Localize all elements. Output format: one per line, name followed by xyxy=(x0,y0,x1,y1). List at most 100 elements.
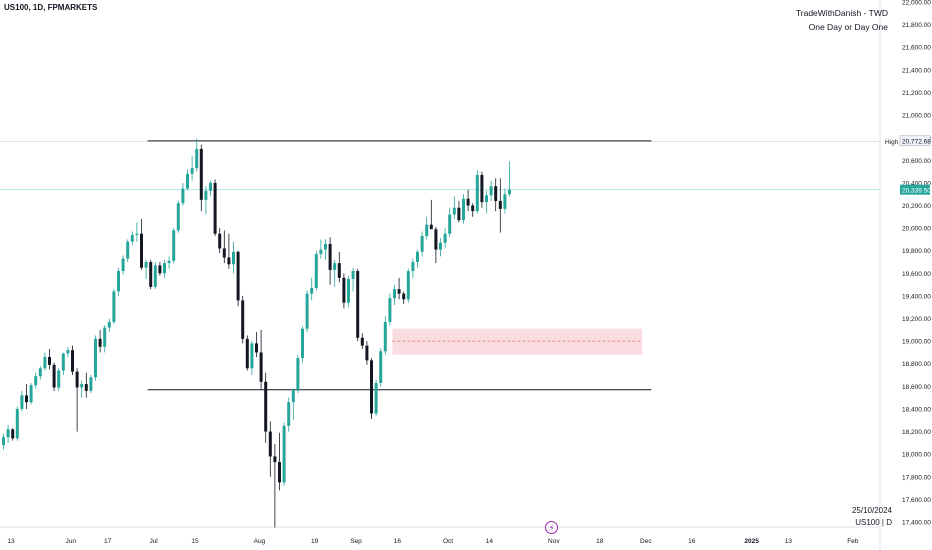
candle-body xyxy=(172,230,176,261)
y-tick-label: 17,400.00 xyxy=(902,520,931,527)
candle-body xyxy=(43,356,47,369)
candle-body xyxy=(25,395,28,403)
candle-body xyxy=(425,224,429,236)
candle-body xyxy=(347,278,350,303)
candle-body xyxy=(489,186,493,196)
candle-body xyxy=(379,351,383,383)
candle-body xyxy=(126,241,130,259)
chart-info: 25/10/2024 US100 | D xyxy=(852,505,892,529)
y-tick-label: 22,000.00 xyxy=(902,0,931,7)
y-tick-label: 21,200.00 xyxy=(902,90,931,97)
candle-body xyxy=(365,345,369,361)
candle-body xyxy=(94,338,97,378)
y-tick-label: 19,800.00 xyxy=(902,248,931,255)
candle-body xyxy=(103,327,107,347)
candle-body xyxy=(15,408,19,439)
candle-body xyxy=(181,188,185,204)
candle-body xyxy=(319,249,323,255)
candle-body xyxy=(508,189,511,195)
candle-body xyxy=(434,229,438,250)
candle-body xyxy=(411,262,415,272)
candle-body xyxy=(176,203,180,231)
candle-body xyxy=(149,262,153,287)
candle-body xyxy=(195,148,199,169)
candle-body xyxy=(370,360,373,414)
x-tick-label: 19 xyxy=(311,538,319,545)
candle-body xyxy=(356,271,360,338)
candle-body xyxy=(84,384,88,391)
candle-body xyxy=(167,260,171,264)
candle-body xyxy=(273,456,277,463)
candle-body xyxy=(287,402,291,426)
y-tick-label: 20,400.00 xyxy=(902,180,931,187)
candle-body xyxy=(471,205,475,212)
candle-body xyxy=(397,289,401,294)
y-tick-label: 20,600.00 xyxy=(902,158,931,165)
y-tick-label: 18,000.00 xyxy=(902,452,931,459)
candle-body xyxy=(199,148,203,200)
y-tick-label: 19,600.00 xyxy=(902,271,931,278)
y-tick-label: 21,000.00 xyxy=(902,113,931,120)
lightning-icon[interactable]: ⚡ xyxy=(545,521,558,534)
candle-body xyxy=(61,353,65,371)
candle-body xyxy=(186,173,189,189)
candle-body xyxy=(314,254,318,288)
x-tick-label: Oct xyxy=(443,538,453,545)
candle-body xyxy=(402,293,406,300)
candle-body xyxy=(480,174,484,203)
candle-body xyxy=(89,377,93,391)
candle-body xyxy=(29,385,33,403)
y-tick-label: 21,400.00 xyxy=(902,67,931,74)
candle-body xyxy=(135,233,139,235)
candle-body xyxy=(66,350,70,354)
candle-body xyxy=(462,198,465,221)
candle-body xyxy=(80,384,84,388)
candle-body xyxy=(218,233,222,249)
y-tick-label: 18,200.00 xyxy=(902,429,931,436)
y-tick-label: 17,600.00 xyxy=(902,497,931,504)
candle-body xyxy=(278,462,281,483)
candle-body xyxy=(48,356,51,365)
symbol-label: US100, 1D, FPMARKETS xyxy=(4,3,98,12)
candle-body xyxy=(140,233,143,268)
x-tick-label: 17 xyxy=(104,538,112,545)
candle-body xyxy=(485,195,488,203)
candle-body xyxy=(466,198,470,206)
candle-body xyxy=(420,236,424,252)
candle-body xyxy=(324,243,327,250)
candle-body xyxy=(503,194,507,209)
watermark-line2: One Day or Day One xyxy=(808,22,888,32)
x-tick-label: Jun xyxy=(66,538,77,545)
candle-body xyxy=(406,271,410,300)
candle-body xyxy=(107,321,111,328)
candle-body xyxy=(6,429,10,438)
candle-body xyxy=(209,182,212,191)
chart-symbol: US100 | D xyxy=(855,518,892,527)
candle-body xyxy=(360,337,364,346)
candle-body xyxy=(443,233,447,243)
x-tick-label: Feb xyxy=(847,538,859,545)
candle-body xyxy=(250,343,254,369)
candle-body xyxy=(190,168,194,174)
candle-body xyxy=(337,263,341,278)
candle-body xyxy=(163,263,166,274)
x-tick-label: 15 xyxy=(191,538,199,545)
y-tick-label: 20,000.00 xyxy=(902,226,931,233)
candle-body xyxy=(38,368,42,377)
x-tick-label: 2025 xyxy=(744,538,759,545)
y-tick-label: 18,400.00 xyxy=(902,406,931,413)
candle-body xyxy=(452,207,456,215)
candle-body xyxy=(11,429,15,439)
candle-body xyxy=(227,257,231,265)
candle-body xyxy=(439,242,442,250)
candle-body xyxy=(245,338,249,369)
x-tick-label: 13 xyxy=(785,538,793,545)
watermark: TradeWithDanish - TWD One Day or Day One xyxy=(796,6,888,34)
candle-body xyxy=(429,224,433,230)
candle-body xyxy=(20,395,24,409)
candle-body xyxy=(328,243,332,270)
candle-body xyxy=(475,174,479,212)
y-tick-label: 17,800.00 xyxy=(902,474,931,481)
last-price-tag xyxy=(900,184,930,195)
